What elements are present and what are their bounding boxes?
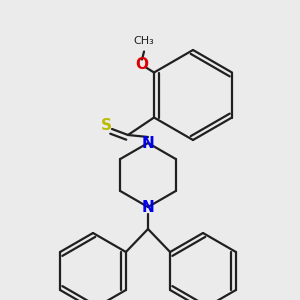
Text: CH₃: CH₃ [134, 37, 154, 46]
Text: N: N [142, 200, 154, 214]
Text: O: O [136, 57, 148, 72]
Text: S: S [100, 118, 112, 133]
Text: N: N [142, 136, 154, 151]
